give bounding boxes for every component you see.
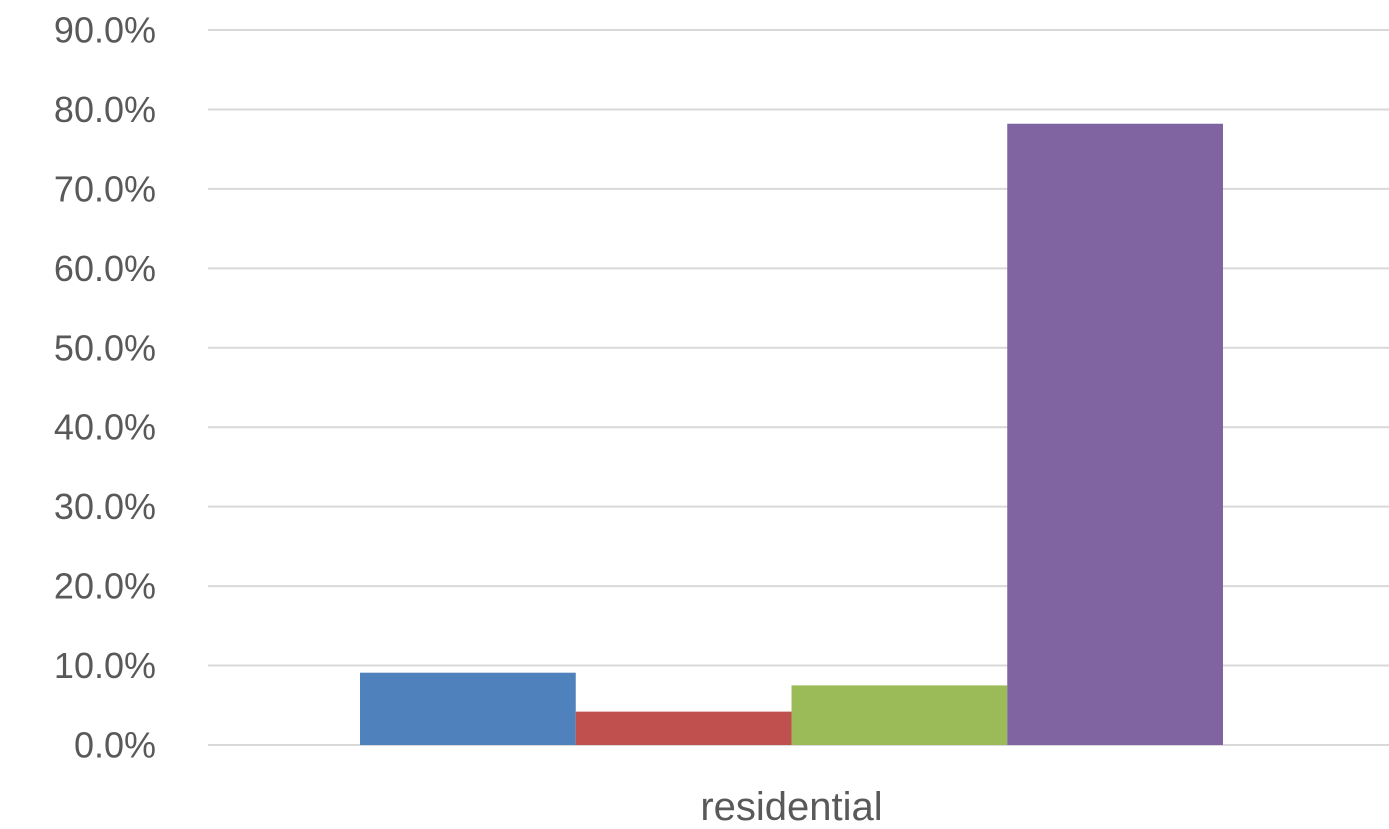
y-tick-label: 50.0%: [54, 327, 156, 368]
y-tick-label: 10.0%: [54, 645, 156, 686]
gridlines: [208, 29, 1389, 746]
x-axis-category-labels: residential: [700, 785, 882, 829]
bar-series-1: [360, 672, 576, 745]
y-tick-label: 60.0%: [54, 248, 156, 289]
y-axis-tick-labels: 0.0% 10.0% 20.0% 30.0% 40.0% 50.0% 60.0% 70.0% 8…: [54, 10, 156, 766]
y-tick-label: 20.0%: [54, 566, 156, 607]
bar-series-2: [575, 711, 792, 745]
y-tick-label: 90.0%: [54, 10, 156, 51]
bar-series-4: [1007, 123, 1223, 745]
y-tick-label: 70.0%: [54, 168, 156, 209]
bars: [360, 123, 1223, 745]
y-tick-label: 40.0%: [54, 407, 156, 448]
y-tick-label: 0.0%: [74, 725, 156, 766]
y-tick-label: 30.0%: [54, 486, 156, 527]
x-category-label: residential: [700, 785, 882, 829]
y-tick-label: 80.0%: [54, 89, 156, 130]
bar-series-3: [791, 685, 1008, 745]
